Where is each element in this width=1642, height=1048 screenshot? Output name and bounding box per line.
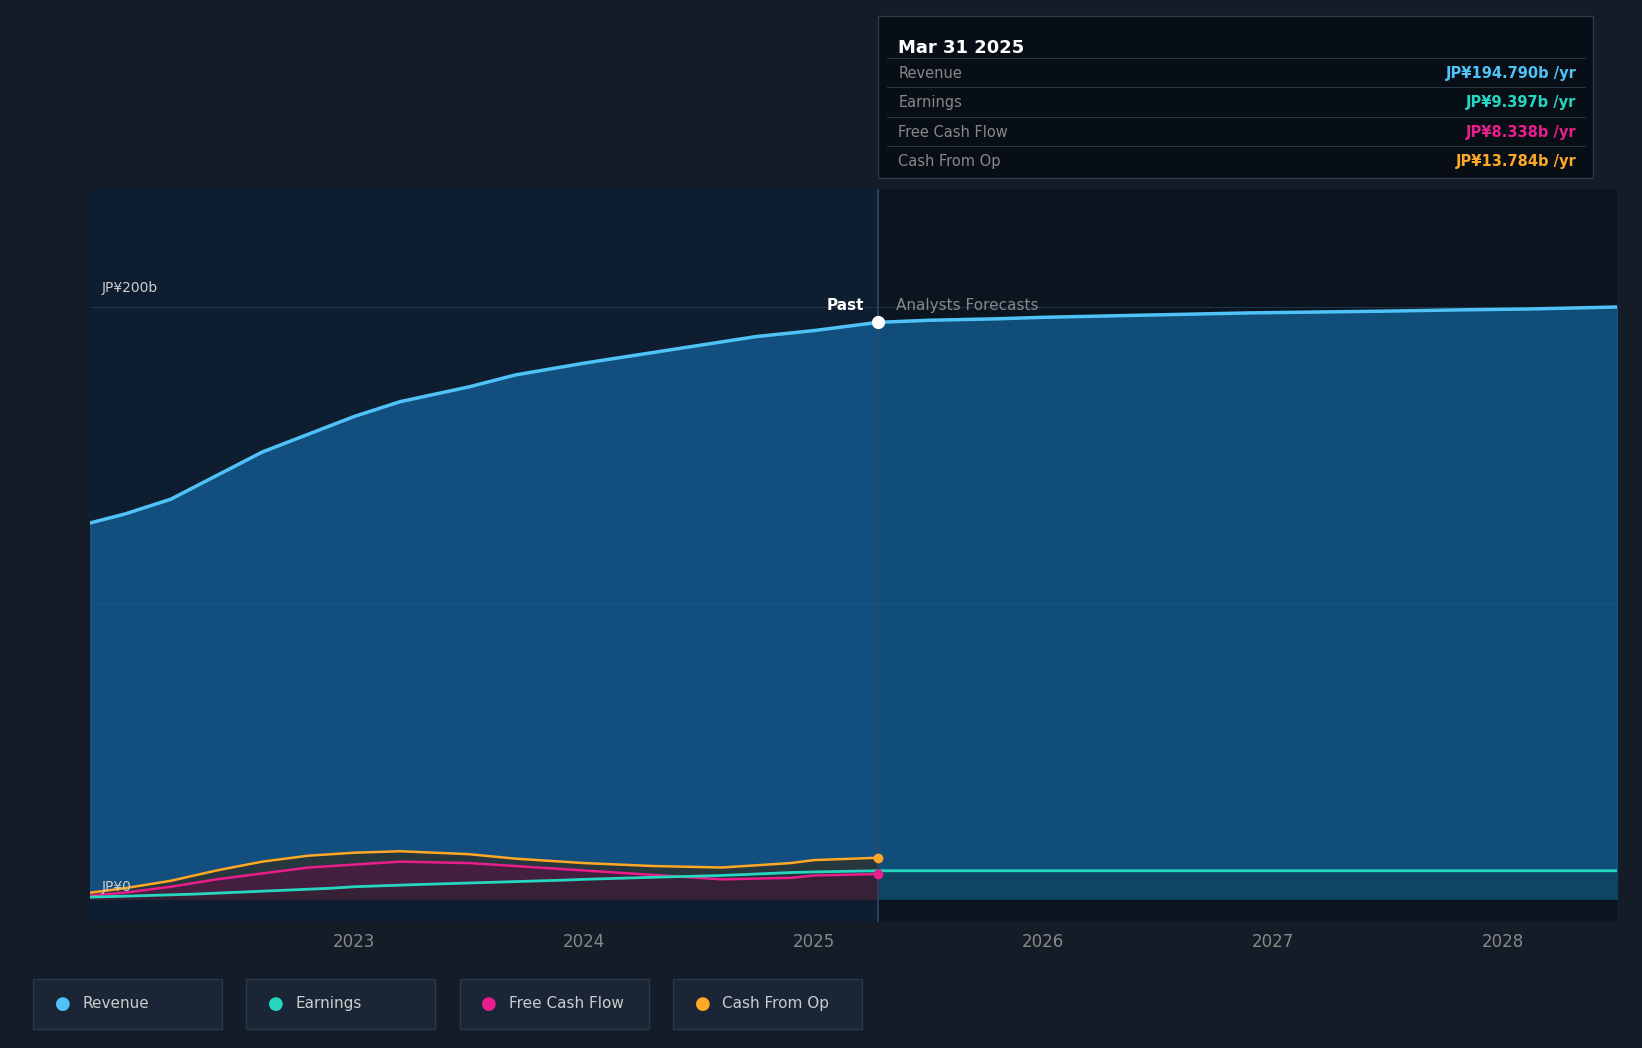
Text: Past: Past <box>826 299 864 313</box>
Text: ●: ● <box>695 995 711 1013</box>
Text: Analysts Forecasts: Analysts Forecasts <box>897 299 1039 313</box>
Text: JP¥9.397b /yr: JP¥9.397b /yr <box>1466 95 1576 110</box>
Text: JP¥13.784b /yr: JP¥13.784b /yr <box>1455 154 1576 170</box>
Text: Revenue: Revenue <box>82 997 149 1011</box>
Text: Cash From Op: Cash From Op <box>898 154 1000 170</box>
Bar <box>878 189 1617 922</box>
Text: JP¥8.338b /yr: JP¥8.338b /yr <box>1466 125 1576 139</box>
Text: Cash From Op: Cash From Op <box>722 997 829 1011</box>
Text: JP¥200b: JP¥200b <box>102 281 158 296</box>
Text: JP¥194.790b /yr: JP¥194.790b /yr <box>1445 66 1576 81</box>
Text: Free Cash Flow: Free Cash Flow <box>509 997 624 1011</box>
Bar <box>90 189 878 922</box>
Text: Earnings: Earnings <box>898 95 962 110</box>
Text: Revenue: Revenue <box>898 66 962 81</box>
Text: Mar 31 2025: Mar 31 2025 <box>898 39 1025 57</box>
Text: ●: ● <box>481 995 498 1013</box>
Text: Free Cash Flow: Free Cash Flow <box>898 125 1008 139</box>
Text: JP¥0: JP¥0 <box>102 880 131 894</box>
Text: ●: ● <box>268 995 284 1013</box>
Text: ●: ● <box>54 995 71 1013</box>
Text: Earnings: Earnings <box>296 997 361 1011</box>
